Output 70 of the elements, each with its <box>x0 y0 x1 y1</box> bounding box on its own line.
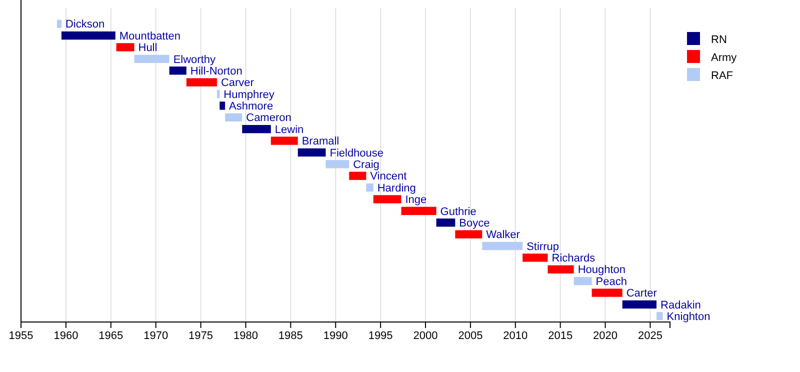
y-tick-label: Richards <box>552 252 596 265</box>
bar <box>366 183 374 192</box>
bar <box>622 300 657 309</box>
y-tick-label: Craig <box>353 159 380 172</box>
x-tick-label: 1955 <box>8 330 34 342</box>
y-tick-label: Hill-Norton <box>190 65 242 78</box>
y-tick-label: Fieldhouse <box>330 147 384 160</box>
y-tick-label: Inge <box>405 194 427 206</box>
x-tick-label: 1995 <box>368 330 393 342</box>
bar <box>225 113 242 122</box>
bar <box>298 148 326 157</box>
y-tick-label: Mountbatten <box>119 30 181 42</box>
y-tick-label: Bramall <box>302 136 340 148</box>
x-tick-label: 2025 <box>638 330 662 342</box>
bar <box>482 242 523 250</box>
y-tick-label: Peach <box>596 276 627 288</box>
y-tick-label: Guthrie <box>440 206 476 218</box>
legend-label: RN <box>711 34 727 46</box>
x-tick-label: 1960 <box>54 330 78 342</box>
x-tick-label: 1990 <box>323 330 348 342</box>
x-tick-label: 2000 <box>413 330 438 342</box>
y-tick-label: Boyce <box>459 217 490 230</box>
y-tick-label: Carver <box>220 77 254 90</box>
bar <box>349 172 366 180</box>
y-tick-label: Carter <box>626 288 658 300</box>
x-tick-label: 1985 <box>278 330 303 342</box>
y-tick-label: Walker <box>486 229 520 242</box>
bar <box>455 230 482 238</box>
bar <box>169 66 186 75</box>
y-tick-label: Harding <box>377 182 416 194</box>
x-tick-label: 2005 <box>458 330 483 342</box>
y-tick-label: Radakin <box>660 299 701 312</box>
y-tick-label: Houghton <box>578 264 626 276</box>
bar <box>373 195 402 204</box>
bar <box>186 78 217 86</box>
bar <box>56 20 62 28</box>
legend-label: RAF <box>711 70 734 82</box>
bar <box>270 136 298 145</box>
x-tick-label: 2020 <box>593 330 618 342</box>
x-tick-label: 2010 <box>503 330 528 342</box>
bar <box>242 124 271 134</box>
bar <box>116 43 134 52</box>
y-tick-label: Hull <box>138 42 158 54</box>
y-tick-label: Cameron <box>246 112 292 124</box>
bar <box>401 206 436 216</box>
y-tick-label: Knighton <box>666 311 710 324</box>
y-tick-label: Vincent <box>370 170 407 183</box>
x-tick-label: 1975 <box>188 330 214 342</box>
bar <box>216 90 220 98</box>
x-tick-label: 2015 <box>548 330 573 342</box>
bar <box>134 54 170 64</box>
y-tick-label: Humphrey <box>224 88 275 101</box>
x-tick-label: 1980 <box>233 330 258 342</box>
bar <box>436 218 456 227</box>
bar <box>574 276 592 286</box>
y-tick-label: Dickson <box>65 18 105 31</box>
bar <box>326 160 350 168</box>
y-tick-label: Ashmore <box>229 100 274 113</box>
y-tick-label: Stirrup <box>526 240 559 253</box>
legend-label: Army <box>711 52 738 64</box>
bar <box>61 31 116 40</box>
bar <box>548 265 574 274</box>
x-tick-label: 1965 <box>98 330 124 342</box>
bar <box>656 312 663 320</box>
bar <box>592 288 622 297</box>
x-tick-label: 1970 <box>144 330 168 342</box>
y-tick-label: Lewin <box>274 124 304 136</box>
bar <box>220 102 226 110</box>
bar <box>522 254 548 262</box>
y-tick-label: Elworthy <box>173 54 216 66</box>
